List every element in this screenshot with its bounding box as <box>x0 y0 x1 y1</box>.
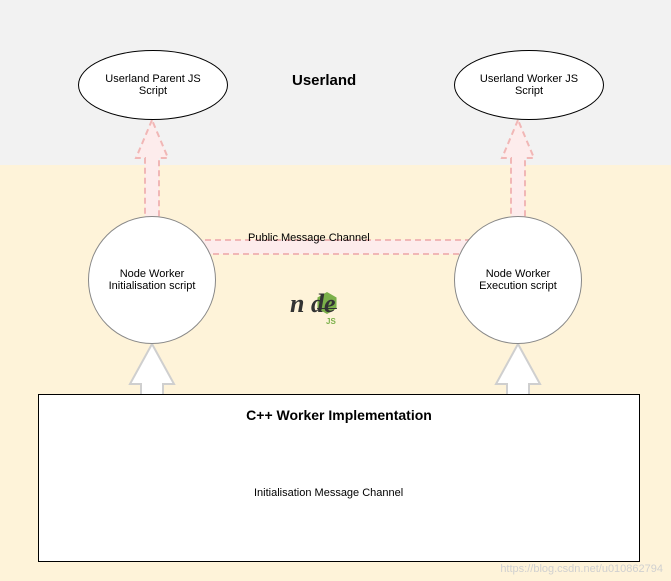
init-channel-label: Initialisation Message Channel <box>254 487 403 499</box>
userland-parent-ellipse: Userland Parent JSScript <box>78 50 228 120</box>
userland-worker-ellipse: Userland Worker JSScript <box>454 50 604 120</box>
node-init-label: Node WorkerInitialisation script <box>109 268 196 292</box>
userland-parent-label: Userland Parent JSScript <box>105 73 200 97</box>
diagram-canvas: JS Userland Userland Parent JSScript Use… <box>0 0 671 581</box>
node-exec-label: Node WorkerExecution script <box>479 268 557 292</box>
node-exec-circle: Node WorkerExecution script <box>454 216 582 344</box>
watermark-text: https://blog.csdn.net/u010862794 <box>500 563 663 575</box>
nodejs-logo-text: n de <box>290 289 336 318</box>
public-channel-label: Public Message Channel <box>248 232 370 244</box>
cpp-implementation-box: C++ Worker Implementation <box>38 394 640 562</box>
userland-title: Userland <box>292 72 356 89</box>
node-init-circle: Node WorkerInitialisation script <box>88 216 216 344</box>
cpp-implementation-label: C++ Worker Implementation <box>39 407 639 423</box>
userland-worker-label: Userland Worker JSScript <box>480 73 578 97</box>
nodejs-logo: n de <box>290 289 336 319</box>
